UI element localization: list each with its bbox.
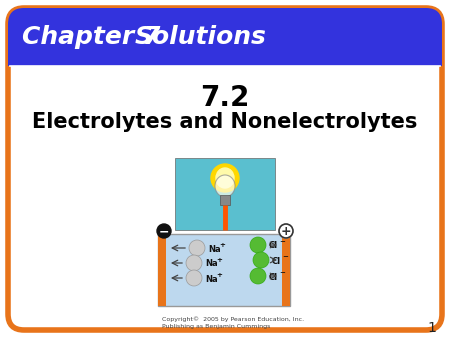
Bar (158, 234, 166, 306)
Text: +: + (281, 225, 291, 238)
Text: 1: 1 (428, 321, 436, 335)
Ellipse shape (215, 175, 235, 197)
Bar (8, 50, 442, 66)
Bar (158, 234, 290, 306)
Text: −: − (159, 225, 169, 238)
Circle shape (250, 237, 266, 253)
Circle shape (250, 268, 266, 284)
Text: Copyright©  2005 by Pearson Education, Inc.
Publishing as Benjamin Cummings: Copyright© 2005 by Pearson Education, In… (162, 316, 304, 329)
Text: Na: Na (205, 274, 218, 284)
Ellipse shape (216, 168, 234, 188)
Text: Cl: Cl (269, 241, 278, 250)
Text: Solutions: Solutions (135, 25, 267, 49)
Circle shape (279, 224, 293, 238)
Text: Na: Na (205, 260, 218, 268)
Circle shape (253, 252, 269, 268)
Bar (282, 234, 290, 306)
Text: −: − (279, 239, 285, 245)
Text: 7.2: 7.2 (200, 84, 250, 112)
Ellipse shape (211, 164, 239, 192)
Text: +: + (216, 272, 222, 278)
Bar (175, 158, 275, 230)
Text: Cl: Cl (269, 272, 278, 282)
Text: +: + (219, 242, 225, 248)
Circle shape (189, 240, 205, 256)
Text: Na: Na (208, 244, 220, 254)
Text: −: − (282, 254, 288, 260)
FancyBboxPatch shape (8, 8, 442, 66)
Text: −: − (279, 270, 285, 276)
FancyBboxPatch shape (8, 8, 442, 330)
Text: Electrolytes and Nonelectrolytes: Electrolytes and Nonelectrolytes (32, 112, 418, 132)
Circle shape (186, 270, 202, 286)
Bar (220, 195, 230, 205)
Text: Cl: Cl (272, 257, 281, 266)
Text: +: + (216, 257, 222, 263)
Circle shape (157, 224, 171, 238)
Circle shape (186, 255, 202, 271)
Text: Chapter 7: Chapter 7 (22, 25, 160, 49)
